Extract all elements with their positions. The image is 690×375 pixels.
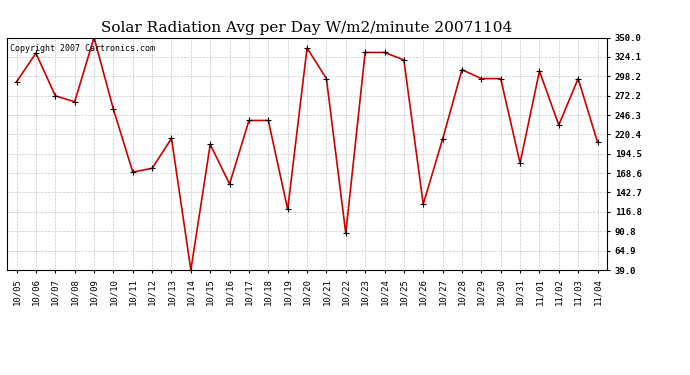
Title: Solar Radiation Avg per Day W/m2/minute 20071104: Solar Radiation Avg per Day W/m2/minute …	[101, 21, 513, 35]
Text: Copyright 2007 Cartronics.com: Copyright 2007 Cartronics.com	[10, 45, 155, 54]
